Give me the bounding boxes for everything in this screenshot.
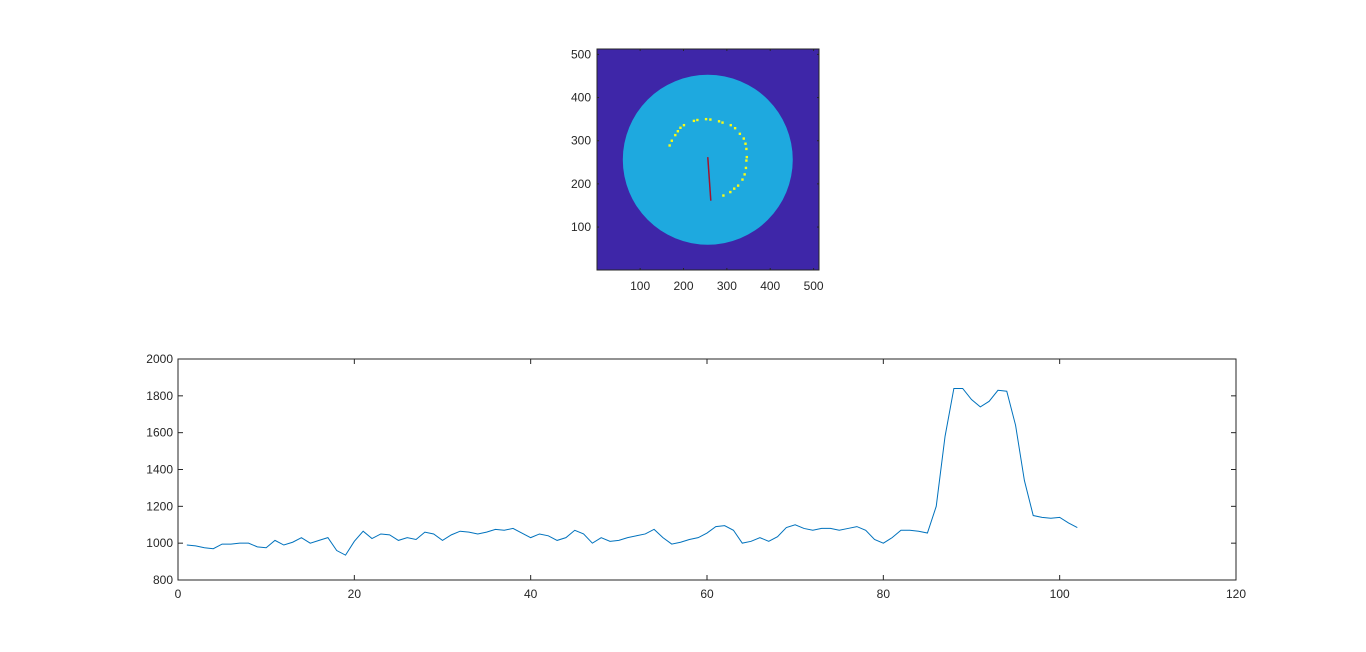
line-y-tick-label: 1400 [146,463,173,477]
marker-point-26 [722,194,725,197]
marker-point-23 [736,184,740,187]
marker-point-19 [745,159,748,162]
marker-point-6 [692,119,696,123]
marker-point-2 [674,133,677,137]
marker-point-3 [676,130,680,133]
line-x-tick-label: 80 [877,587,891,601]
marker-points [668,117,749,197]
line-x-tick-label: 120 [1226,587,1246,601]
image-y-tick-label: 200 [571,177,591,191]
line-x-tick-label: 60 [700,587,714,601]
line-y-tick-label: 800 [153,573,173,587]
series-line [186,387,1078,556]
image-y-ticks: 100 200 300 400 500 [571,47,819,234]
image-x-tick-label: 500 [804,279,824,293]
line-x-tick-label: 40 [524,587,538,601]
line-y-tick-label: 1800 [146,389,173,403]
marker-point-9 [709,118,712,121]
image-x-tick-label: 400 [760,279,780,293]
marker-point-10 [717,120,721,123]
line-y-tick-label: 1600 [146,426,173,440]
marker-point-4 [679,126,682,129]
marker-point-12 [729,123,732,127]
line-x-tick-label: 100 [1050,587,1070,601]
marker-point-1 [670,139,673,142]
line-y-tick-label: 1200 [146,499,173,513]
line-plot: 0 20 40 60 80 100 120 800 1000 1200 1400 1600 1800 2… [146,352,1246,601]
image-y-tick-label: 500 [571,47,591,61]
line-y-tick-label: 1000 [146,536,173,550]
image-x-tick-label: 300 [717,279,737,293]
line-y-ticks: 800 1000 1200 1400 1600 1800 2000 [146,352,1236,587]
marker-point-17 [745,147,748,151]
marker-point-16 [744,142,747,145]
marker-point-5 [682,123,686,127]
marker-point-7 [696,118,699,122]
marker-point-15 [742,137,745,140]
image-x-tick-label: 200 [673,279,693,293]
line-x-tick-label: 20 [348,587,362,601]
red-line-segment [707,157,712,201]
image-y-tick-label: 400 [571,91,591,105]
line-x-ticks: 0 20 40 60 80 100 120 [175,359,1246,601]
image-x-ticks: 100 200 300 400 500 [630,49,824,293]
line-y-tick-label: 2000 [146,352,173,366]
marker-point-8 [704,117,708,121]
line-plot-background [178,359,1236,580]
marker-point-0 [668,144,671,147]
image-x-tick-label: 100 [630,279,650,293]
image-y-tick-label: 300 [571,134,591,148]
image-y-tick-label: 100 [571,220,591,234]
marker-point-11 [721,121,724,124]
image-axes-box [596,48,820,271]
marker-point-20 [744,166,748,170]
marker-point-22 [741,178,744,181]
marker-point-14 [738,132,742,136]
marker-point-13 [733,127,737,130]
marker-point-25 [729,190,732,194]
marker-point-24 [733,187,736,190]
line-x-tick-label: 0 [175,587,182,601]
marker-point-18 [745,155,749,159]
marker-point-21 [743,173,746,176]
image-plot: 100 200 300 400 500 100 200 300 400 500 [571,47,824,293]
